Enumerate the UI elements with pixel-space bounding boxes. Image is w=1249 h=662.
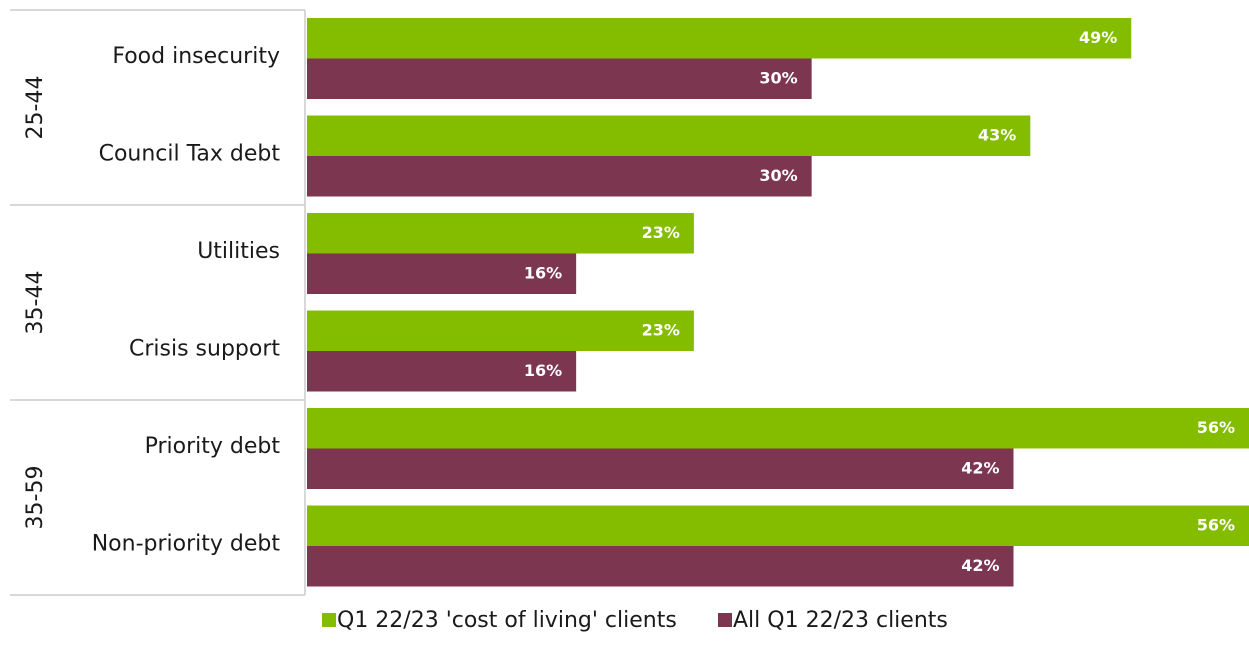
bar <box>307 18 1132 59</box>
value-label: 56% <box>1197 418 1235 437</box>
bar <box>307 505 1249 546</box>
value-label: 23% <box>642 320 680 339</box>
value-label: 43% <box>978 125 1016 144</box>
bar <box>307 58 812 99</box>
value-label: 30% <box>759 68 797 87</box>
bar <box>307 351 577 392</box>
legend-label: Q1 22/23 'cost of living' clients <box>337 608 677 633</box>
bar <box>307 310 694 351</box>
category-label: Non-priority debt <box>92 531 281 556</box>
bar <box>307 408 1249 449</box>
category-label: Council Tax debt <box>99 141 281 166</box>
value-label: 23% <box>642 223 680 242</box>
bar <box>307 115 1031 156</box>
bar <box>307 448 1014 489</box>
value-label: 42% <box>961 458 999 477</box>
group-label: 35-59 <box>23 466 48 530</box>
value-label: 42% <box>961 556 999 575</box>
category-label: Priority debt <box>145 434 281 459</box>
category-label: Utilities <box>197 239 280 264</box>
value-label: 30% <box>759 166 797 185</box>
group-label: 25-44 <box>23 76 48 140</box>
category-label: Crisis support <box>129 336 280 361</box>
legend-label: All Q1 22/23 clients <box>733 608 948 633</box>
value-label: 56% <box>1197 515 1235 534</box>
bar <box>307 546 1014 587</box>
bar <box>307 213 694 254</box>
legend-swatch <box>718 613 732 627</box>
value-label: 49% <box>1079 28 1117 47</box>
legend-swatch <box>322 613 336 627</box>
category-label: Food insecurity <box>112 44 280 69</box>
group-label: 35-44 <box>23 271 48 335</box>
value-label: 16% <box>524 263 562 282</box>
bar <box>307 156 812 197</box>
bar <box>307 253 577 294</box>
value-label: 16% <box>524 361 562 380</box>
